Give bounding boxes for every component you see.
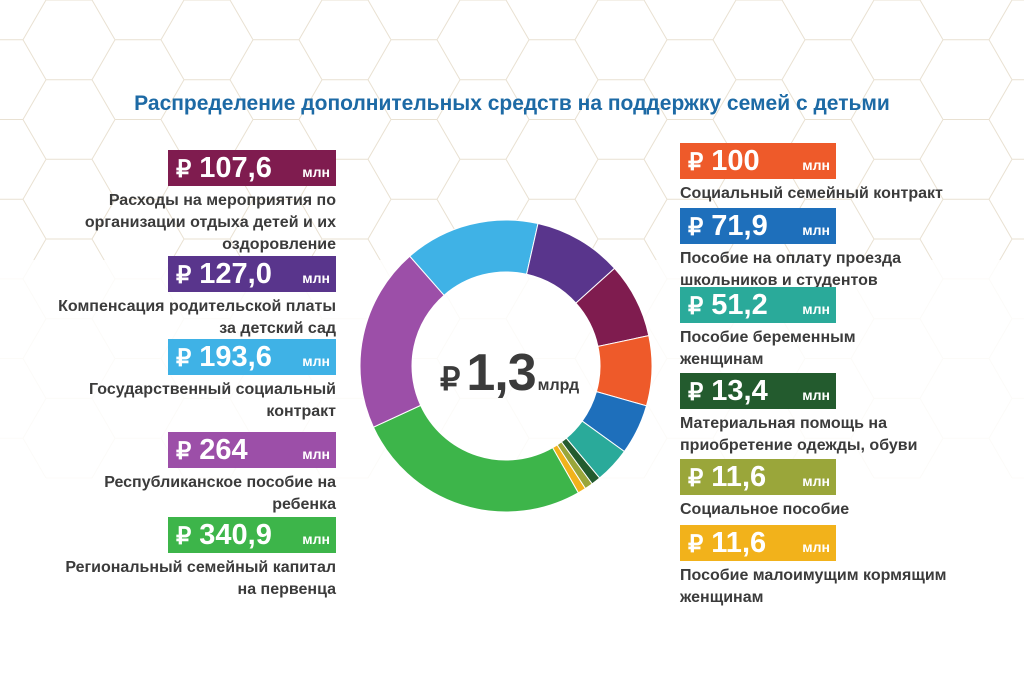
amount-value: 11,6	[711, 461, 767, 493]
item-label: Компенсация родительской платы за детский…	[58, 296, 336, 340]
ruble-icon: ₽	[176, 523, 192, 550]
label-line: приобретение одежды, обуви	[680, 437, 918, 454]
ruble-icon: ₽	[176, 262, 192, 289]
legend-item: ₽11,6 млн Социальное пособие	[680, 459, 849, 521]
legend-item: ₽127,0 млн Компенсация родительской платы з…	[58, 256, 336, 340]
total-unit: млрд	[537, 377, 580, 394]
amount-unit: млн	[802, 539, 830, 555]
label-line: за детский сад	[219, 320, 336, 337]
amount-unit: млн	[302, 446, 330, 462]
legend-item: ₽264 млн Республиканское пособие на ребенка	[104, 432, 336, 516]
item-label: Государственный социальный контракт	[89, 379, 336, 423]
donut-center-total: ₽ 1,3 млрд	[440, 343, 590, 403]
legend-item: ₽340,9 млн Региональный семейный капитал на…	[65, 517, 336, 601]
ruble-icon: ₽	[688, 149, 704, 176]
item-label: Социальный семейный контракт	[680, 183, 943, 205]
amount-unit: млн	[302, 353, 330, 369]
pie-slice	[372, 404, 580, 513]
amount-unit: млн	[802, 157, 830, 173]
amount-value: 193,6	[199, 341, 272, 373]
legend-item: ₽11,6 млн Пособие малоимущим кормящим женщи…	[680, 525, 947, 609]
label-line: оздоровление	[222, 236, 336, 253]
label-line: организации отдыха детей и их	[84, 214, 336, 231]
ruble-icon: ₽	[688, 465, 704, 492]
label-line: женщинам	[680, 589, 764, 606]
label-line: на первенца	[237, 581, 336, 598]
label-line: Республиканское пособие на	[104, 474, 336, 491]
item-label: Пособие малоимущим кормящим женщинам	[680, 565, 947, 609]
label-line: школьников и студентов	[680, 272, 878, 289]
value-badge: ₽127,0 млн	[168, 256, 336, 292]
label-line: женщинам	[680, 351, 764, 368]
amount-value: 264	[199, 434, 248, 466]
value-badge: ₽51,2 млн	[680, 287, 836, 323]
label-line: Социальный семейный контракт	[680, 185, 943, 202]
amount-value: 127,0	[199, 258, 272, 290]
value-badge: ₽71,9 млн	[680, 208, 836, 244]
amount-value: 11,6	[711, 527, 767, 559]
item-label: Социальное пособие	[680, 499, 849, 521]
amount-unit: млн	[302, 531, 330, 547]
amount-unit: млн	[802, 301, 830, 317]
ruble-icon: ₽	[688, 379, 704, 406]
label-line: Государственный социальный	[89, 381, 336, 398]
amount-value: 107,6	[199, 152, 272, 184]
ruble-icon: ₽	[688, 293, 704, 320]
ruble-icon: ₽	[176, 345, 192, 372]
value-badge: ₽11,6 млн	[680, 459, 836, 495]
label-line: Материальная помощь на	[680, 415, 887, 432]
label-line: ребенка	[272, 496, 336, 513]
legend-item: ₽107,6 млн Расходы на мероприятия по органи…	[85, 150, 336, 256]
item-label: Материальная помощь на приобретение одежд…	[680, 413, 917, 457]
value-badge: ₽193,6 млн	[168, 339, 336, 375]
amount-value: 100	[711, 145, 760, 177]
amount-value: 13,4	[711, 375, 768, 407]
legend-item: ₽71,9 млн Пособие на оплату проезда школьни…	[680, 208, 901, 292]
item-label: Пособие беременным женщинам	[680, 327, 856, 371]
ruble-icon: ₽	[176, 438, 192, 465]
item-label: Пособие на оплату проезда школьников и ст…	[680, 248, 901, 292]
amount-unit: млн	[802, 387, 830, 403]
ruble-icon: ₽	[688, 531, 704, 558]
legend-item: ₽100 млн Социальный семейный контракт	[680, 143, 943, 205]
total-value: 1,3	[466, 344, 536, 402]
amount-unit: млн	[302, 164, 330, 180]
legend-item: ₽193,6 млн Государственный социальный контр…	[89, 339, 336, 423]
legend-item: ₽13,4 млн Материальная помощь на приобретен…	[680, 373, 917, 457]
chart-title: Распределение дополнительных средств на …	[134, 92, 890, 115]
value-badge: ₽11,6 млн	[680, 525, 836, 561]
ruble-icon: ₽	[176, 156, 192, 183]
label-line: Компенсация родительской платы	[58, 298, 336, 315]
legend-item: ₽51,2 млн Пособие беременным женщинам	[680, 287, 856, 371]
label-line: Расходы на мероприятия по	[108, 192, 336, 209]
amount-unit: млн	[802, 222, 830, 238]
label-line: Региональный семейный капитал	[65, 559, 336, 576]
amount-value: 71,9	[711, 210, 768, 242]
item-label: Расходы на мероприятия по организации отд…	[85, 190, 336, 256]
item-label: Республиканское пособие на ребенка	[104, 472, 336, 516]
label-line: контракт	[266, 403, 336, 420]
amount-unit: млн	[302, 270, 330, 286]
label-line: Пособие на оплату проезда	[680, 250, 901, 267]
amount-value: 340,9	[199, 519, 272, 551]
value-badge: ₽340,9 млн	[168, 517, 336, 553]
value-badge: ₽13,4 млн	[680, 373, 836, 409]
ruble-icon: ₽	[440, 361, 461, 397]
label-line: Пособие беременным	[680, 329, 856, 346]
label-line: Пособие малоимущим кормящим	[680, 567, 947, 584]
value-badge: ₽100 млн	[680, 143, 836, 179]
label-line: Социальное пособие	[680, 501, 850, 518]
ruble-icon: ₽	[688, 214, 704, 241]
pie-slice	[359, 255, 445, 428]
amount-value: 51,2	[711, 289, 768, 321]
donut-chart	[359, 219, 653, 513]
amount-unit: млн	[802, 473, 830, 489]
value-badge: ₽107,6 млн	[168, 150, 336, 186]
item-label: Региональный семейный капитал на первенца	[65, 557, 336, 601]
value-badge: ₽264 млн	[168, 432, 336, 468]
